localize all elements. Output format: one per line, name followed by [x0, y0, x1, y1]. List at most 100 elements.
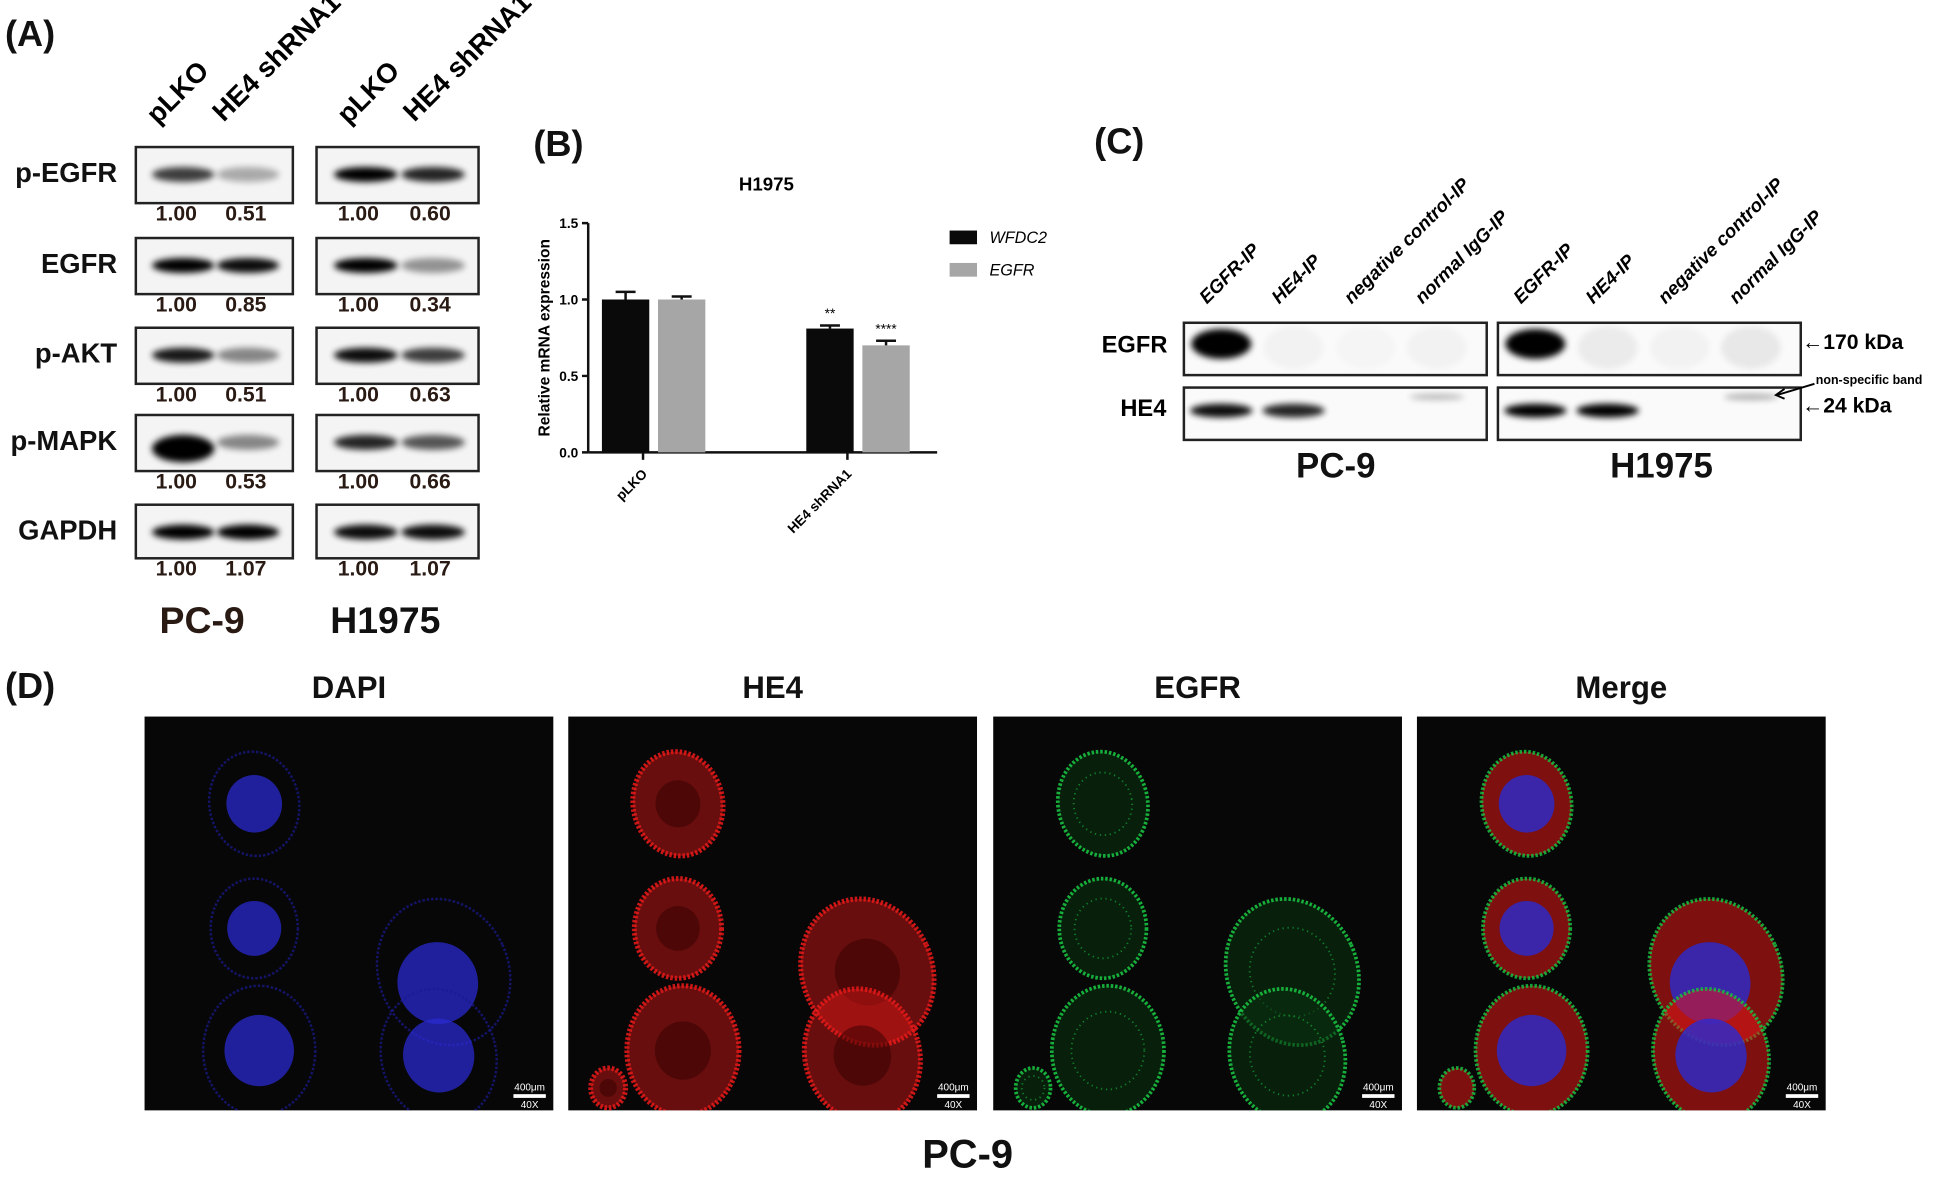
quantification-value: 0.51 — [225, 382, 267, 407]
blot-band — [333, 257, 398, 273]
channel-title-he4: HE4 — [742, 670, 803, 706]
lane-label: pLKO — [330, 54, 406, 130]
magnification: 40X — [944, 1099, 963, 1111]
blot-row-label: p-EGFR — [15, 157, 118, 189]
coip-lane-label: HE4-IP — [1267, 250, 1326, 309]
blot-band — [400, 524, 465, 540]
coip-lane-label: negative control-IP — [1339, 174, 1474, 309]
panel-c-row-egfr: EGFR — [1101, 332, 1168, 359]
blot-h1975 — [315, 413, 480, 473]
blot-band — [1335, 327, 1395, 369]
channel-title-egfr: EGFR — [1154, 670, 1241, 706]
blot-band — [400, 347, 465, 363]
blot-band — [1504, 403, 1567, 418]
blot-band — [1409, 393, 1465, 401]
blot-band — [1262, 403, 1325, 418]
blot-band — [1576, 403, 1639, 418]
y-tick-label: 0.0 — [559, 445, 578, 460]
cell — [375, 897, 512, 1047]
bar — [657, 299, 706, 453]
quantification-value: 1.00 — [155, 469, 197, 494]
mw-24-annotation: ←24 kDa — [1802, 393, 1892, 418]
coip-lane-label: negative control-IP — [1653, 174, 1788, 309]
scale-bar-length: 400μm — [514, 1081, 545, 1093]
blot-band — [217, 524, 280, 540]
quantification-value: 1.07 — [409, 557, 451, 581]
panel-c-cell-line-h1975: H1975 — [1610, 446, 1713, 485]
scale-bar-length: 400μm — [1786, 1081, 1818, 1093]
bar — [601, 299, 650, 453]
blot-band — [217, 166, 280, 182]
cell — [630, 749, 726, 859]
blot-band — [152, 347, 215, 363]
scale-bar: 400μm 40X — [513, 1081, 546, 1111]
cell — [207, 750, 301, 858]
quantification-value: 1.00 — [337, 469, 379, 494]
blot-pc9 — [134, 326, 295, 386]
scale-bar-line — [937, 1094, 970, 1098]
scale-bar-length: 400μm — [1362, 1081, 1394, 1093]
quantification-value: 1.07 — [225, 557, 267, 581]
blot-band — [333, 166, 398, 182]
cell — [801, 986, 923, 1125]
mw-170-annotation: ←170 kDa — [1802, 330, 1904, 354]
coip-he4-blot-h1975 — [1496, 386, 1803, 442]
scale-bar: 400μm 40X — [937, 1082, 970, 1111]
cell — [1437, 1066, 1477, 1110]
micrograph-egfr: 400μm 40X — [993, 716, 1402, 1125]
lane-label: HE4 shRNA1 — [396, 0, 538, 128]
cell — [1481, 876, 1573, 981]
y-tick-label: 1.0 — [559, 292, 578, 307]
cell — [1013, 1066, 1053, 1110]
panel-d-label: (D) — [4, 666, 56, 707]
blot-band — [1577, 326, 1638, 369]
blot-h1975 — [315, 236, 480, 296]
quantification-value: 1.00 — [337, 382, 379, 407]
blot-band — [217, 257, 280, 273]
scale-bar: 400μm 40X — [1362, 1081, 1395, 1110]
blot-pc9 — [134, 236, 295, 296]
coip-egfr-blot-h1975 — [1496, 321, 1803, 377]
cell — [1057, 876, 1149, 981]
blot-band — [1263, 327, 1323, 369]
blot-band — [1721, 326, 1782, 369]
blot-pc9 — [134, 503, 295, 560]
cell — [1049, 983, 1166, 1118]
quantification-value: 1.00 — [337, 557, 379, 581]
nonspecific-band-annotation: non-specific band — [1815, 373, 1923, 388]
arrow-icon — [1773, 382, 1815, 400]
blot-row-label: p-MAPK — [10, 424, 118, 457]
blot-row-label: GAPDH — [18, 514, 118, 546]
blot-band — [1191, 328, 1252, 359]
blot-pc9 — [134, 413, 295, 473]
blot-band — [1649, 327, 1709, 369]
blot-band — [333, 434, 398, 450]
panel-c-label: (C) — [1094, 122, 1145, 163]
magnification: 40X — [520, 1099, 539, 1111]
bar — [862, 345, 910, 453]
chart-title: H1975 — [739, 174, 794, 195]
micrograph-merge: 400μm 40X — [1416, 716, 1826, 1125]
blot-h1975 — [315, 145, 480, 205]
lane-label: pLKO — [139, 54, 215, 130]
panel-a-cell-line-h1975: H1975 — [330, 600, 441, 642]
blot-band — [333, 524, 398, 540]
cell — [624, 983, 742, 1118]
panel-c-cell-line-pc9: PC-9 — [1296, 446, 1376, 485]
quantification-value: 0.51 — [225, 201, 267, 226]
blot-row-label: p-AKT — [34, 337, 118, 369]
quantification-value: 1.00 — [337, 201, 379, 226]
bar — [806, 328, 854, 453]
legend-entry: EGFR — [989, 261, 1034, 279]
significance-marker: ** — [825, 306, 836, 321]
panel-b-label: (B) — [533, 124, 584, 165]
blot-band — [152, 524, 215, 540]
channel-title-merge: Merge — [1575, 670, 1668, 706]
legend-swatch — [949, 230, 978, 245]
x-tick-label: pLKO — [613, 466, 650, 503]
cell — [1479, 749, 1574, 858]
quantification-value: 0.34 — [409, 292, 451, 317]
cell — [588, 1065, 629, 1111]
quantification-value: 0.85 — [225, 292, 267, 317]
